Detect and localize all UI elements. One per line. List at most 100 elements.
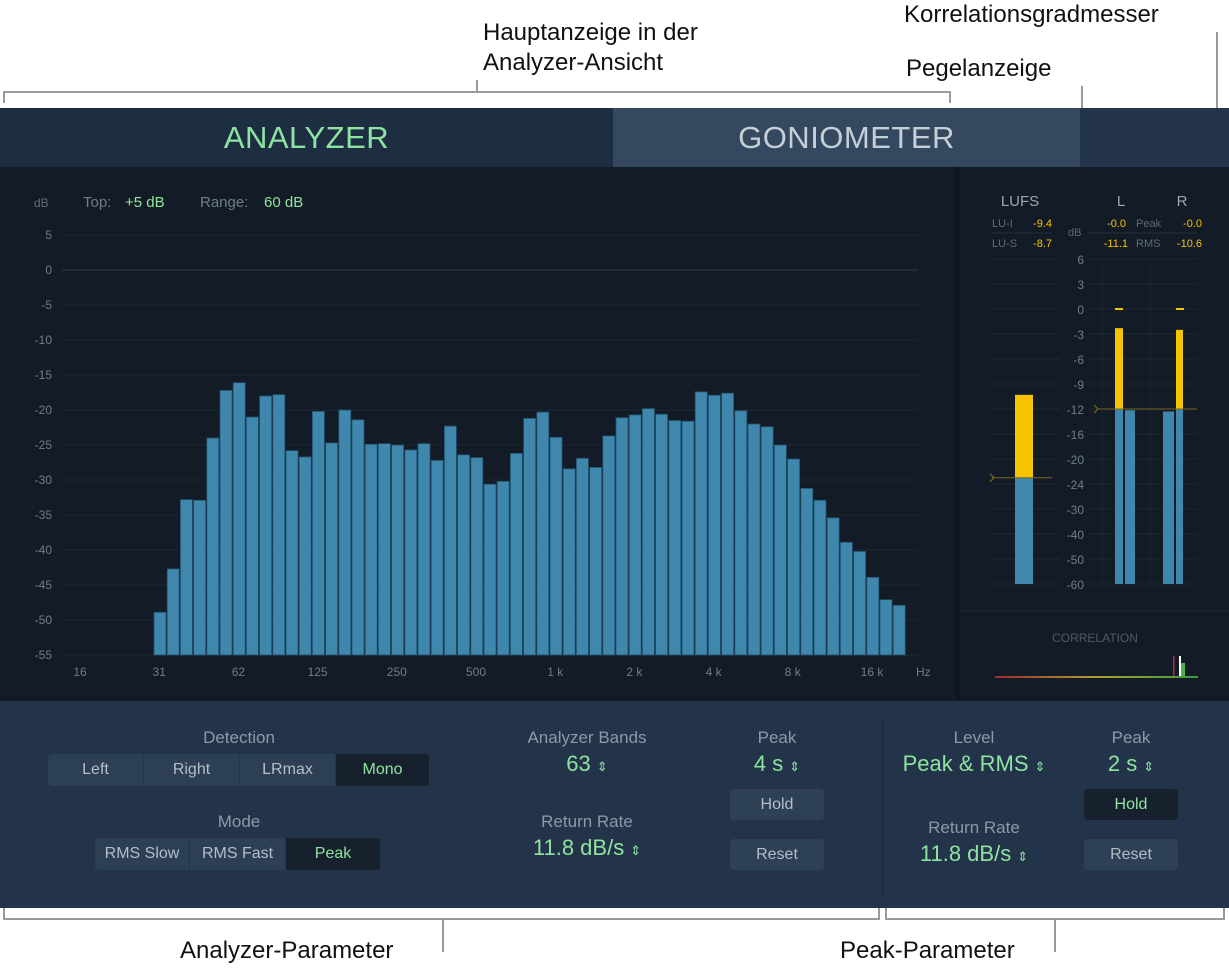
peak-hold-marker [1115, 308, 1123, 310]
reset-button[interactable]: Reset [730, 839, 824, 870]
r-rms-bar-level [1163, 411, 1174, 584]
meter-scale-label: 6 [1077, 253, 1084, 267]
level-selector[interactable]: Peak & RMS ⇕ [874, 751, 1074, 777]
spectrum-bar [655, 413, 668, 656]
spectrum-bar [549, 436, 563, 656]
spectrum-bar [443, 425, 457, 656]
spectrum-bar [536, 411, 550, 656]
level-meters: LUFS L R LU-I -9.4 LU-S -8.7 dB -0.0 Pea… [960, 193, 1229, 678]
tab-goniometer[interactable]: GONIOMETER [613, 108, 1080, 167]
lufs-target-arrow-icon [989, 473, 995, 483]
detection-label: Detection [203, 728, 275, 747]
return-rate2-value: 11.8 dB/s [919, 841, 1012, 866]
level-label: Level [953, 728, 995, 747]
spectrum-bar [153, 611, 167, 656]
peak2-stepper[interactable]: 2 s ⇕ [1081, 751, 1181, 777]
meter-scale-label: -6 [1073, 353, 1084, 367]
l-title: L [1117, 193, 1125, 210]
x-tick-label: 125 [308, 665, 328, 679]
top-value[interactable]: +5 dB [125, 194, 165, 211]
spectrum-bar [747, 423, 761, 656]
spectrum-bar [642, 408, 655, 656]
l-rms-bar-level [1125, 410, 1135, 584]
hold2-button[interactable]: Hold [1084, 789, 1178, 820]
x-tick-label: 8 k [785, 665, 802, 679]
mode-rms-slow[interactable]: RMS Slow [95, 838, 190, 870]
spectrum-bar [245, 416, 259, 656]
annotation-level-meter: Pegelanzeige [906, 55, 1052, 82]
analyzer-bands-value: 63 [566, 751, 591, 776]
spectrum-bar [668, 420, 682, 656]
updown-chevron-icon: ⇕ [1017, 849, 1029, 864]
peak-label: Peak [757, 728, 797, 747]
mode-rms-fast[interactable]: RMS Fast [190, 838, 286, 870]
analyzer-display: dB Top: +5 dB Range: 60 dB 5 0 -5 -10 -15 -20… [34, 194, 931, 679]
return-rate-label: Return Rate [541, 812, 633, 831]
spectrum-bar [470, 457, 484, 656]
peak-stepper[interactable]: 4 s ⇕ [727, 751, 827, 777]
y-tick-label: -55 [35, 648, 53, 662]
y-tick-label: 0 [45, 263, 52, 277]
lu-i-label: LU-I [992, 218, 1013, 230]
lu-s-label: LU-S [992, 238, 1017, 250]
mode-selector: RMS Slow RMS Fast Peak [95, 838, 381, 870]
spectrum-bar [787, 458, 800, 656]
reset2-button[interactable]: Reset [1084, 839, 1178, 870]
detection-mono[interactable]: Mono [336, 754, 430, 786]
spectrum-bar [417, 443, 431, 656]
y-tick-label: -45 [35, 578, 53, 592]
peak-hold-marker [1176, 308, 1184, 310]
meter-db-label: dB [1068, 227, 1081, 239]
spectrum-bar [430, 459, 444, 656]
spectrum-bar [404, 449, 418, 656]
x-tick-label: 1 k [547, 665, 564, 679]
detection-right[interactable]: Right [144, 754, 240, 786]
mode-label: Mode [217, 812, 261, 831]
spectrum-bar [853, 550, 866, 656]
spectrum-bar [760, 426, 774, 656]
detection-lrmax[interactable]: LRmax [240, 754, 336, 786]
updown-chevron-icon: ⇕ [789, 759, 801, 774]
spectrum-bar [377, 443, 391, 656]
x-tick-label: 2 k [626, 665, 643, 679]
range-value[interactable]: 60 dB [264, 194, 303, 211]
meter-scale-label: -20 [1067, 453, 1085, 467]
spectrum-bar [206, 437, 220, 656]
spectrum-bar [628, 414, 642, 656]
return-rate2-stepper[interactable]: 11.8 dB/s ⇕ [874, 841, 1074, 867]
peak-value: 4 s [753, 751, 784, 776]
target-arrow-icon [1093, 404, 1099, 414]
spectrum-bar [840, 541, 853, 656]
y-tick-label: -10 [35, 333, 53, 347]
x-tick-label: 16 [73, 665, 87, 679]
analyzer-bands-stepper[interactable]: 63 ⇕ [487, 751, 687, 777]
multimeter-plugin: ANALYZER GONIOMETER dB Top: +5 dB Range:… [0, 108, 1229, 908]
r-title: R [1177, 193, 1188, 210]
y-tick-label: -15 [35, 368, 53, 382]
spectrum-bar [509, 452, 523, 656]
annotation-analyzer-params: Analyzer-Parameter [180, 937, 394, 964]
analyzer-bands-label: Analyzer Bands [527, 728, 647, 747]
peak2-label: Peak [1111, 728, 1151, 747]
tab-analyzer[interactable]: ANALYZER [0, 108, 613, 167]
spectrum-bar [219, 389, 233, 656]
lufs-bar-level [1015, 477, 1033, 584]
spectrum-bar [179, 499, 193, 656]
return-rate-stepper[interactable]: 11.8 dB/s ⇕ [487, 835, 687, 861]
l-peak-bar-level [1115, 409, 1123, 584]
spectrum-bar [562, 468, 576, 656]
spectrum-bar [734, 410, 748, 656]
spectrum-bar [681, 420, 695, 656]
spectrum-bar [259, 395, 273, 656]
peak-r-value: -0.0 [1183, 218, 1202, 230]
mode-peak[interactable]: Peak [286, 838, 381, 870]
detection-left[interactable]: Left [48, 754, 144, 786]
lu-s-value: -8.7 [1033, 238, 1052, 250]
spectrum-bar [721, 392, 734, 656]
detection-selector: Left Right LRmax Mono [48, 754, 430, 786]
spectrum-bar [800, 487, 814, 656]
spectrum-bar [298, 456, 312, 656]
correlation-meter-scale [995, 676, 1198, 678]
annotation-correlation-meter: Korrelationsgradmesser [904, 1, 1159, 28]
hold-button[interactable]: Hold [730, 789, 824, 820]
